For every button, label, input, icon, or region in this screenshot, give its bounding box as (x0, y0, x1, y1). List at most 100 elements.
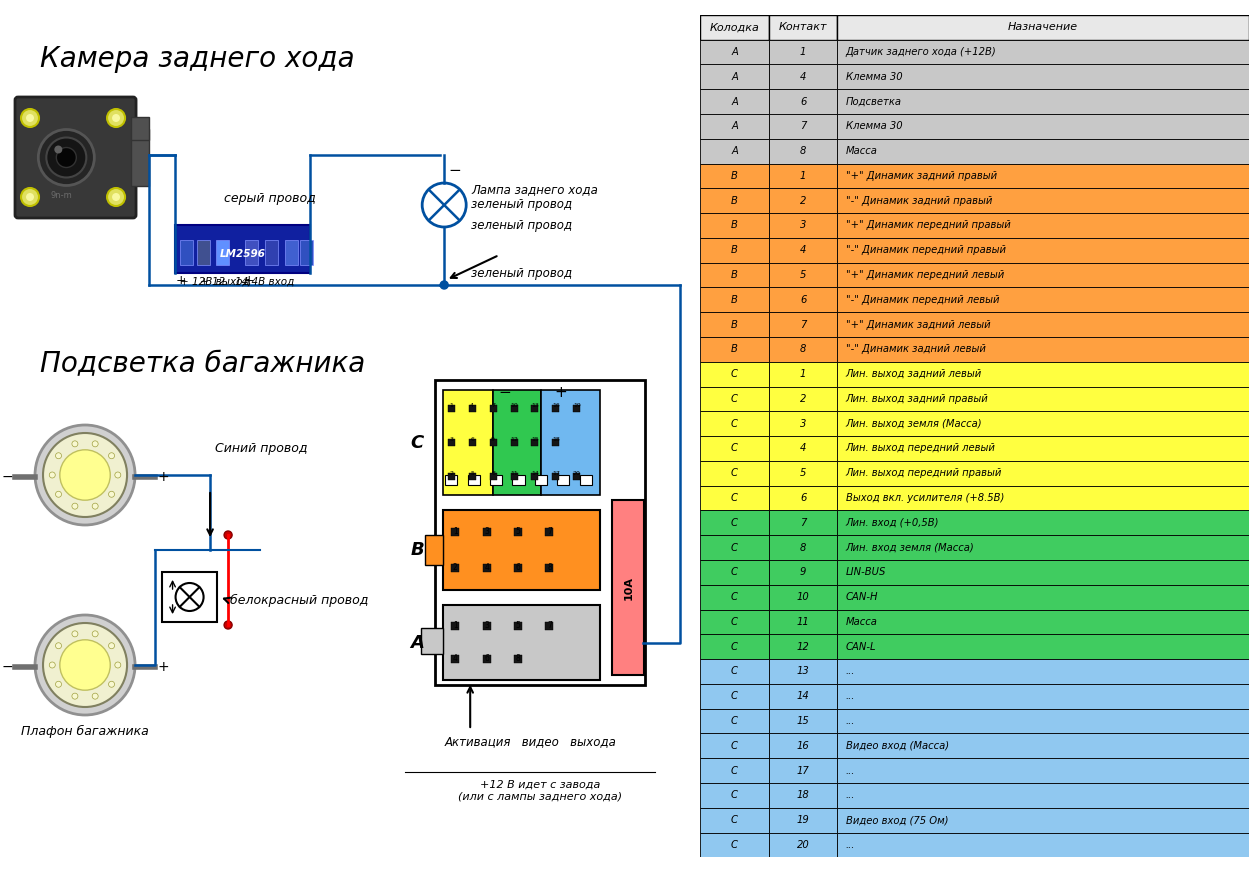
Text: LIN-BUS: LIN-BUS (846, 567, 886, 577)
Bar (700, 337, 769, 361)
Bar (448, 405, 454, 412)
Text: 8: 8 (799, 542, 806, 553)
Bar (837, 15, 1249, 39)
Text: ...: ... (846, 691, 855, 701)
Text: 8: 8 (491, 471, 494, 476)
Circle shape (35, 615, 136, 715)
Circle shape (225, 531, 232, 539)
Bar (700, 139, 769, 163)
Text: 9: 9 (491, 437, 494, 442)
Circle shape (60, 450, 110, 500)
Text: B: B (732, 320, 738, 330)
Text: A: A (732, 97, 738, 107)
Text: Синий провод: Синий провод (215, 442, 307, 455)
Text: Плафон багажника: Плафон багажника (21, 725, 149, 738)
Bar (700, 39, 769, 65)
Bar (837, 758, 1249, 783)
Text: B: B (732, 270, 738, 280)
Text: C: C (732, 666, 738, 677)
Text: +: + (555, 385, 567, 400)
Bar (700, 287, 769, 313)
Text: 7: 7 (799, 518, 806, 528)
Bar (837, 114, 1249, 139)
Bar (552, 472, 560, 479)
Bar (769, 139, 837, 163)
Text: "+" Динамик передний правый: "+" Динамик передний правый (846, 221, 1010, 230)
Bar (489, 472, 497, 479)
Text: Лин. вход земля (Масса): Лин. вход земля (Масса) (846, 542, 974, 553)
Text: C: C (732, 443, 738, 453)
Bar (769, 313, 837, 337)
Bar (446, 475, 457, 485)
Bar (769, 758, 837, 783)
Text: 18: 18 (797, 790, 809, 801)
Circle shape (108, 681, 114, 687)
Bar (468, 475, 479, 485)
Bar (837, 709, 1249, 733)
Bar (468, 472, 476, 479)
Circle shape (107, 188, 126, 206)
Bar (769, 213, 837, 237)
Bar (531, 439, 538, 446)
Circle shape (60, 640, 110, 691)
Bar (769, 461, 837, 485)
Text: 4: 4 (484, 562, 489, 572)
Bar (837, 560, 1249, 585)
Text: Активация   видео   выхода: Активация видео выхода (444, 735, 616, 748)
Circle shape (55, 453, 61, 458)
Bar (443, 605, 600, 680)
Text: −: − (1, 470, 13, 484)
Text: 5: 5 (799, 468, 806, 478)
Text: 12: 12 (510, 437, 518, 442)
Circle shape (49, 472, 55, 478)
Bar (837, 461, 1249, 485)
Text: Подсветка багажника: Подсветка багажника (40, 350, 365, 378)
Text: зеленый провод: зеленый провод (471, 266, 572, 279)
Text: B: B (732, 221, 738, 230)
Bar (443, 390, 493, 495)
Bar (700, 213, 769, 237)
Bar (700, 89, 769, 114)
Text: 10A: 10A (624, 575, 634, 600)
Text: "-" Динамик задний левый: "-" Динамик задний левый (846, 344, 985, 354)
Text: C: C (732, 369, 738, 379)
Text: C: C (732, 790, 738, 801)
Text: 17: 17 (552, 471, 560, 476)
Circle shape (54, 146, 63, 154)
Circle shape (21, 109, 39, 127)
Bar (574, 472, 580, 479)
Circle shape (55, 491, 61, 498)
Text: C: C (410, 434, 424, 451)
Bar (483, 528, 491, 536)
Bar (452, 655, 459, 663)
Text: C: C (732, 542, 738, 553)
Text: 8: 8 (516, 654, 521, 663)
Text: белокрасный провод: белокрасный провод (230, 594, 369, 607)
Bar (511, 439, 517, 446)
Text: C: C (732, 518, 738, 528)
Bar (515, 622, 522, 630)
Bar (837, 609, 1249, 635)
Bar (700, 263, 769, 287)
Bar (837, 89, 1249, 114)
Bar (489, 439, 497, 446)
Bar (700, 189, 769, 213)
Text: 7: 7 (547, 527, 552, 536)
Bar (700, 361, 769, 387)
Bar (452, 564, 459, 572)
Bar (769, 535, 837, 560)
Circle shape (26, 114, 34, 122)
Bar (769, 337, 837, 361)
Bar (515, 528, 522, 536)
Text: "-" Динамик передний левый: "-" Динамик передний левый (846, 295, 999, 305)
Text: 3: 3 (484, 527, 489, 536)
Text: 11: 11 (510, 471, 518, 476)
Bar (489, 475, 502, 485)
Text: 2: 2 (799, 196, 806, 206)
Text: Лин. выход земля (Масса): Лин. выход земля (Масса) (846, 419, 983, 429)
Bar (769, 659, 837, 684)
Text: 20: 20 (797, 840, 809, 850)
Text: Видео вход (Масса): Видео вход (Масса) (846, 741, 949, 751)
Text: Контакт: Контакт (779, 22, 827, 32)
Bar (546, 564, 553, 572)
